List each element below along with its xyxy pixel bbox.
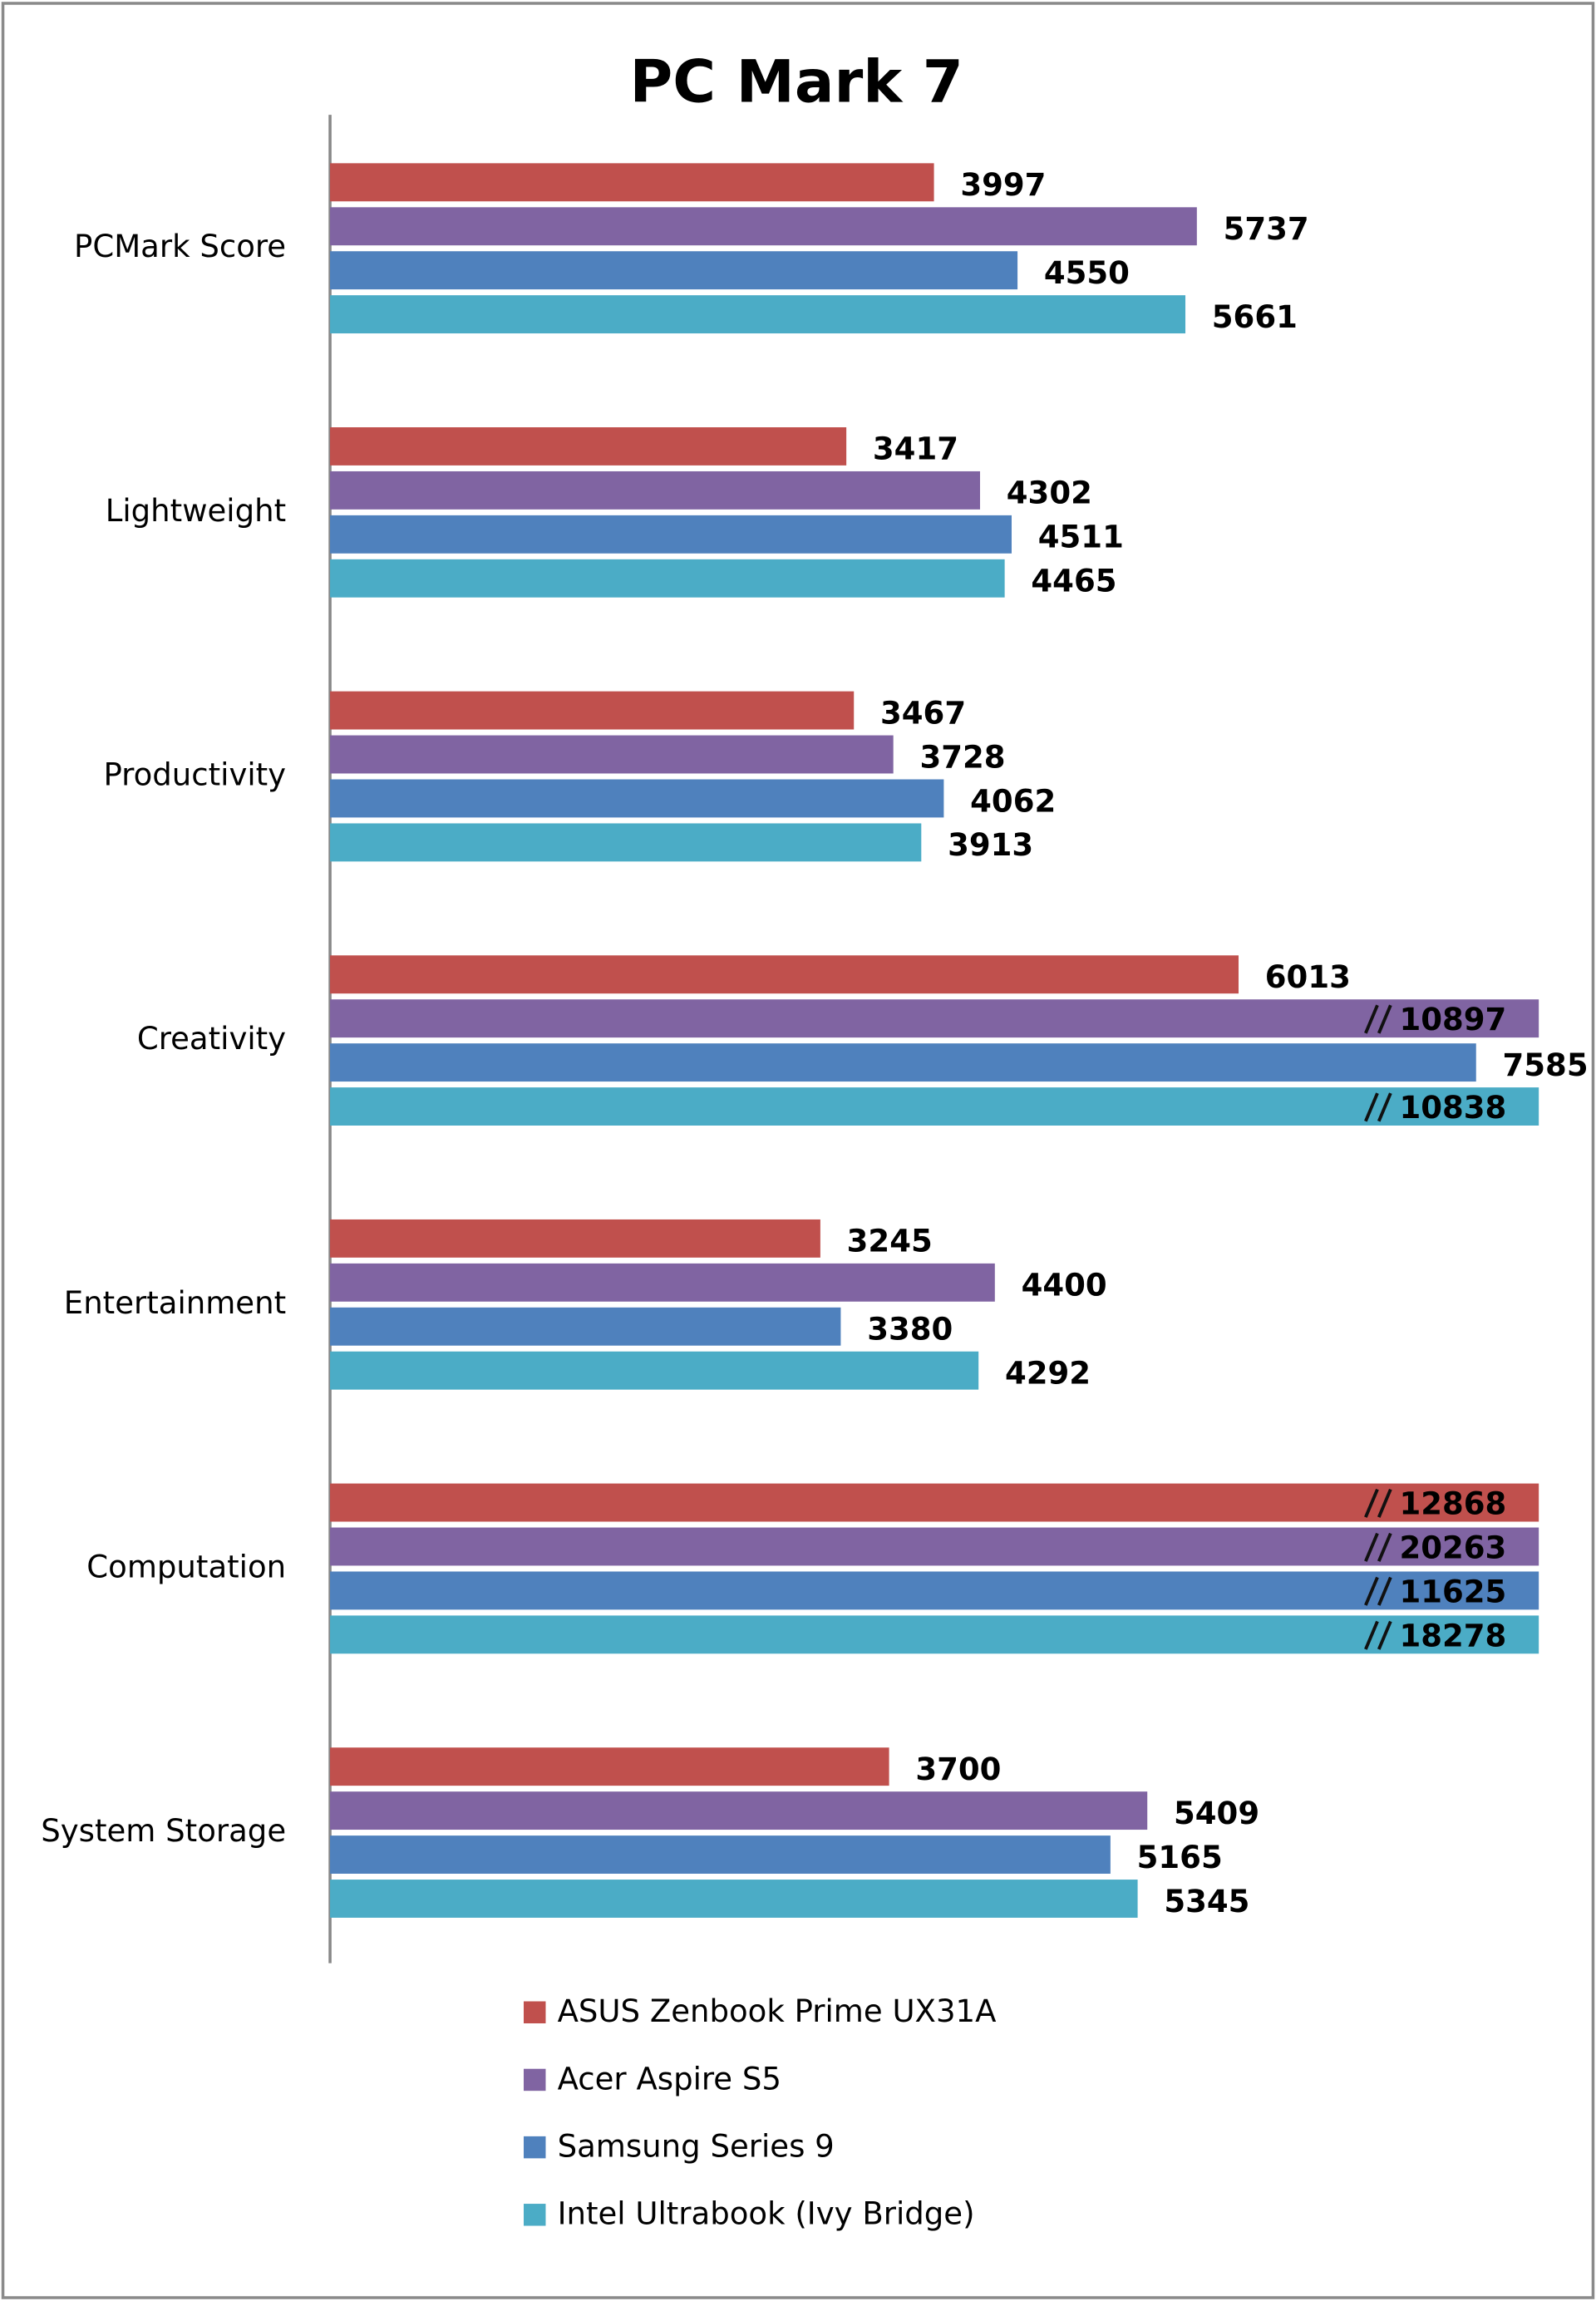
category-label: Lightweight: [106, 493, 286, 529]
bar: [330, 691, 855, 730]
axis-break: [1377, 1532, 1392, 1562]
bar: [330, 295, 1186, 334]
value-label: 3728: [919, 739, 1005, 775]
bar: [330, 1571, 1539, 1610]
value-label: 5737: [1224, 211, 1309, 247]
legend-swatch: [524, 2204, 546, 2226]
category-label: System Storage: [41, 1813, 286, 1849]
bar: [330, 1087, 1539, 1126]
category-label: PCMark Score: [74, 229, 286, 264]
axis-break: [1377, 1576, 1392, 1606]
bar: [330, 427, 847, 466]
value-label: 5409: [1174, 1796, 1259, 1831]
axis-break: [1377, 1092, 1392, 1122]
bar: [330, 735, 894, 774]
axis-break: [1364, 1532, 1379, 1562]
value-label: 3997: [960, 167, 1046, 203]
axis-break: [1377, 1620, 1392, 1650]
axis-break: [1377, 1004, 1392, 1034]
value-label: 11625: [1399, 1574, 1506, 1609]
value-label: 3417: [873, 431, 958, 467]
bar: [330, 1219, 820, 1258]
bar: [330, 559, 1005, 598]
bar: [330, 1615, 1539, 1654]
value-label: 4511: [1038, 520, 1124, 555]
value-label: 4465: [1031, 564, 1116, 599]
bar: [330, 1483, 1539, 1522]
value-label: 4292: [1005, 1356, 1091, 1392]
bar: [330, 1880, 1138, 1918]
category-label: Creativity: [137, 1021, 286, 1057]
axis-break: [1364, 1488, 1379, 1518]
value-label: 4400: [1022, 1268, 1107, 1303]
value-label: 7585: [1503, 1047, 1589, 1083]
bar: [330, 1307, 841, 1346]
bar: [330, 1043, 1476, 1082]
value-label: 5661: [1212, 299, 1298, 335]
bar: [330, 1351, 979, 1390]
legend-swatch: [524, 2136, 546, 2159]
bar: [330, 779, 944, 818]
bar: [330, 471, 981, 510]
legend-label: Acer Aspire S5: [558, 2061, 781, 2097]
value-label: 18278: [1399, 1618, 1506, 1653]
value-label: 3913: [948, 827, 1033, 863]
bar: [330, 999, 1539, 1038]
value-label: 5165: [1137, 1840, 1223, 1875]
axis-break: [1377, 1488, 1392, 1518]
value-label: 3245: [847, 1224, 933, 1259]
value-label: 10897: [1399, 1002, 1506, 1037]
value-label: 5345: [1164, 1884, 1249, 1919]
bar: [330, 823, 922, 862]
bar: [330, 1263, 995, 1302]
value-label: 4302: [1007, 475, 1092, 511]
value-label: 3700: [915, 1752, 1001, 1787]
category-label: Computation: [86, 1549, 286, 1584]
bar: [330, 1747, 889, 1786]
bar: [330, 1791, 1148, 1830]
legend-label: ASUS Zenbook Prime UX31A: [558, 1993, 998, 2029]
value-label: 3380: [867, 1312, 953, 1348]
bar: [330, 1835, 1111, 1874]
value-label: 4550: [1044, 255, 1130, 291]
category-label: Productivity: [103, 757, 286, 793]
value-label: 4062: [970, 783, 1056, 819]
legend-swatch: [524, 2001, 546, 2023]
legend-label: Intel Ultrabook (Ivy Bridge): [558, 2196, 975, 2232]
axis-break: [1364, 1620, 1379, 1650]
bar: [330, 515, 1012, 554]
value-label: 3467: [880, 695, 966, 731]
axis-break: [1364, 1092, 1379, 1122]
bar: [330, 163, 934, 202]
value-label: 20263: [1399, 1530, 1506, 1566]
bar: [330, 251, 1018, 290]
value-label: 6013: [1265, 959, 1351, 995]
legend-swatch: [524, 2068, 546, 2092]
value-label: 10838: [1399, 1090, 1506, 1126]
axis-break: [1364, 1004, 1379, 1034]
legend-label: Samsung Series 9: [558, 2129, 835, 2165]
chart-title: PC Mark 7: [630, 47, 963, 116]
value-label: 12868: [1399, 1486, 1506, 1522]
bar: [330, 955, 1239, 994]
category-label: Entertainment: [64, 1285, 286, 1321]
axis-break: [1364, 1576, 1379, 1606]
bar: [330, 207, 1197, 246]
bar: [330, 1527, 1539, 1566]
